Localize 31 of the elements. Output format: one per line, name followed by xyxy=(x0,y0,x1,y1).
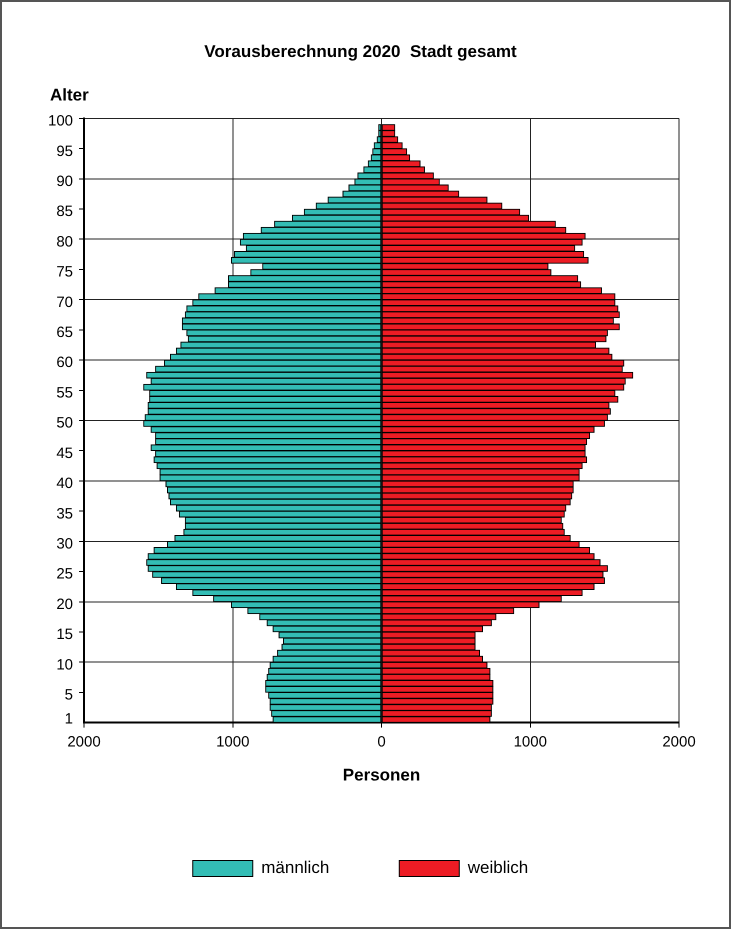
y-tick-label: 75 xyxy=(56,264,74,281)
y-tick-label: 85 xyxy=(56,203,74,220)
y-tick-label: 60 xyxy=(56,354,74,372)
legend-label: männlich xyxy=(261,858,330,878)
x-tick-label: 0 xyxy=(377,734,386,751)
legend-label: weiblich xyxy=(466,858,528,878)
chart-title: Vorausberechnung 2020 Stadt gesamt xyxy=(204,42,518,61)
y-tick-label: 80 xyxy=(56,233,74,250)
y-tick-label: 5 xyxy=(64,686,74,704)
y-tick-label: 40 xyxy=(56,475,74,492)
y-tick-label: 100 xyxy=(48,112,74,130)
y-tick-label: 90 xyxy=(56,172,74,190)
x-tick-label: 2000 xyxy=(67,734,101,751)
y-tick-label: 45 xyxy=(56,444,74,462)
y-tick-label: 50 xyxy=(56,414,74,432)
x-tick-label: 1000 xyxy=(514,734,547,751)
y-tick-label: 30 xyxy=(56,536,74,552)
x-tick-label: 1000 xyxy=(216,734,250,751)
y-axis-title: Alter xyxy=(50,86,90,105)
y-tick-label: 35 xyxy=(56,505,74,522)
x-tick-label: 2000 xyxy=(662,734,696,751)
y-tick-label: 15 xyxy=(56,626,74,644)
y-tick-label: 20 xyxy=(56,596,74,613)
y-tick-label: 10 xyxy=(56,656,74,674)
x-axis-title: Personen xyxy=(342,765,420,784)
y-tick-label: 25 xyxy=(56,566,74,583)
y-tick-label: 70 xyxy=(56,294,74,311)
y-tick-label: 65 xyxy=(56,324,74,342)
y-tick-label: 55 xyxy=(56,384,74,402)
y-tick-label: 1 xyxy=(64,710,74,728)
y-tick-label: 95 xyxy=(56,142,74,160)
